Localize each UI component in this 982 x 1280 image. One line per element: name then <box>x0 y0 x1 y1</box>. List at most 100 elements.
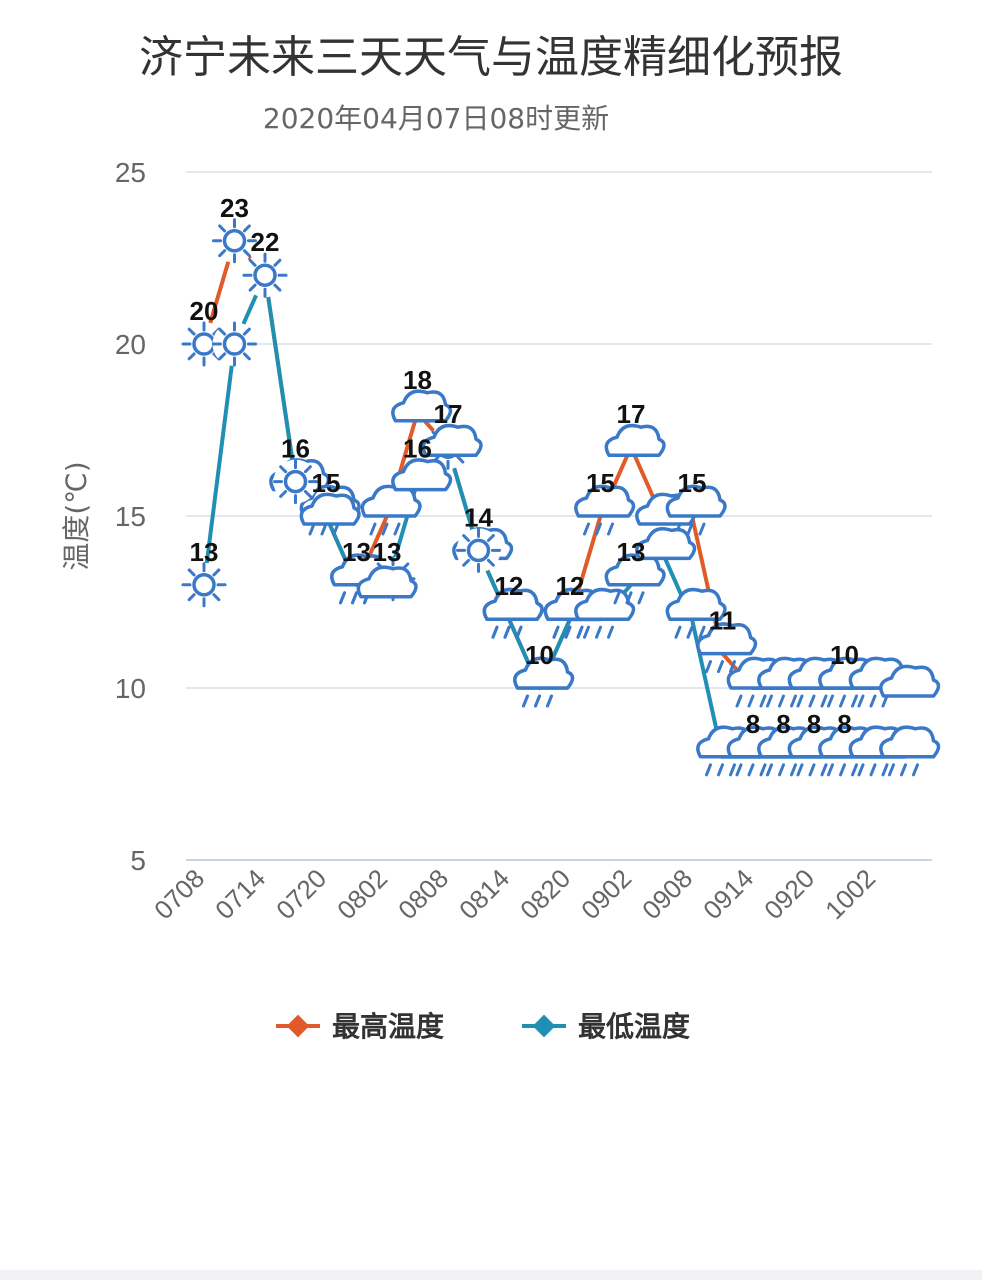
sun-ray <box>187 593 196 602</box>
cloudy-icon <box>299 492 361 526</box>
rain-drop <box>808 694 816 708</box>
data-label: 13 <box>373 537 402 567</box>
cloud-shape <box>635 527 697 561</box>
legend-label: 最低温度 <box>578 1010 690 1043</box>
sunny-icon <box>212 218 257 264</box>
sun-core <box>192 573 216 597</box>
y-tick-label: 20 <box>115 329 146 360</box>
rain-drop <box>705 660 712 674</box>
cloud-shape <box>513 656 575 690</box>
data-label: 15 <box>678 468 707 498</box>
data-label: 16 <box>403 434 432 464</box>
rain-drop <box>583 522 590 536</box>
rain-icon <box>574 587 636 639</box>
rain-drop <box>637 591 645 605</box>
rain-drop <box>674 625 682 639</box>
cloudy-icon <box>391 458 453 492</box>
y-tick-label: 5 <box>130 845 146 876</box>
y-tick-label: 25 <box>115 157 146 188</box>
y-tick-label: 10 <box>115 673 146 704</box>
rain-drop <box>351 591 358 605</box>
rain-drop <box>705 763 712 777</box>
rain-drop <box>778 763 785 777</box>
rain-icon <box>604 553 666 605</box>
rain-icon <box>360 484 422 536</box>
rain-drop <box>851 694 858 708</box>
data-label: 16 <box>281 434 310 464</box>
cloud-shape <box>696 622 758 656</box>
rain-icon <box>665 587 727 639</box>
rain-drop <box>851 763 858 777</box>
chart-title: 济宁未来三天天气与温度精细化预报 <box>139 32 843 83</box>
sun-ray <box>303 489 312 498</box>
rain-drop <box>686 625 694 639</box>
rain-drop <box>827 763 834 777</box>
sun-ray <box>218 224 227 233</box>
rain-drop <box>717 763 724 777</box>
sun-core <box>466 538 491 563</box>
rain-icon <box>879 725 941 777</box>
x-tick-label: 0802 <box>331 863 393 925</box>
rain-drop <box>503 625 511 639</box>
x-tick-labels: 0708071407200802080808140820090209080914… <box>148 863 881 925</box>
data-label: 15 <box>586 468 615 498</box>
rain-drop <box>759 763 767 777</box>
sunny-icon <box>273 459 318 505</box>
sun-ray <box>187 352 196 361</box>
cloud-shape <box>421 423 483 457</box>
rain-drop <box>766 763 773 777</box>
data-label: 12 <box>495 571 524 601</box>
legend-marker <box>532 1014 556 1038</box>
rain-drop <box>607 522 614 536</box>
rain-drop <box>552 625 560 639</box>
rain-icon <box>574 484 636 536</box>
cloud-shape <box>574 587 636 621</box>
x-tick-label: 0908 <box>636 863 698 925</box>
rain-drop <box>900 763 907 777</box>
data-label: 14 <box>464 502 493 532</box>
rain-drop <box>857 694 865 708</box>
rain-drop <box>796 763 804 777</box>
rain-drop <box>790 694 797 708</box>
sun-ray <box>462 534 471 543</box>
rain-drop <box>339 591 346 605</box>
sun-ray <box>273 283 282 292</box>
bottom-bar <box>0 1270 982 1280</box>
rain-drop <box>729 660 736 674</box>
rain-drop <box>747 694 755 708</box>
sun-ray <box>242 224 251 233</box>
sun-core <box>222 229 247 253</box>
rain-drop <box>888 763 895 777</box>
sun-core <box>283 469 308 494</box>
sun-ray <box>248 258 257 267</box>
data-label: 22 <box>251 227 280 257</box>
rain-drop <box>491 625 499 639</box>
chart-subtitle: 2020年04月07日08时更新 <box>263 102 609 135</box>
sun-ray <box>218 352 227 361</box>
cloud-shape <box>356 565 418 599</box>
cloud-shape <box>604 423 666 457</box>
rain-drop <box>698 522 706 536</box>
x-tick-label: 0808 <box>392 863 454 925</box>
sun-ray <box>187 568 196 577</box>
cloud-shape <box>665 484 727 518</box>
cloud-shape <box>574 484 636 518</box>
rain-drop <box>747 763 755 777</box>
sun-ray <box>273 258 282 267</box>
x-tick-label: 0820 <box>514 863 576 925</box>
x-tick-label: 0914 <box>697 863 759 925</box>
rain-drop <box>869 694 877 708</box>
data-label: 10 <box>830 640 859 670</box>
legend-marker <box>286 1014 310 1038</box>
sun-ray <box>218 327 227 336</box>
rain-drop <box>735 763 743 777</box>
rain-drop <box>625 591 633 605</box>
rain-drop <box>778 694 785 708</box>
x-tick-label: 1002 <box>819 863 881 925</box>
data-label: 23 <box>220 193 249 223</box>
rain-drop <box>790 763 797 777</box>
sunny-icon <box>456 527 501 573</box>
rain-drop <box>595 625 602 639</box>
rain-drop <box>546 694 553 708</box>
